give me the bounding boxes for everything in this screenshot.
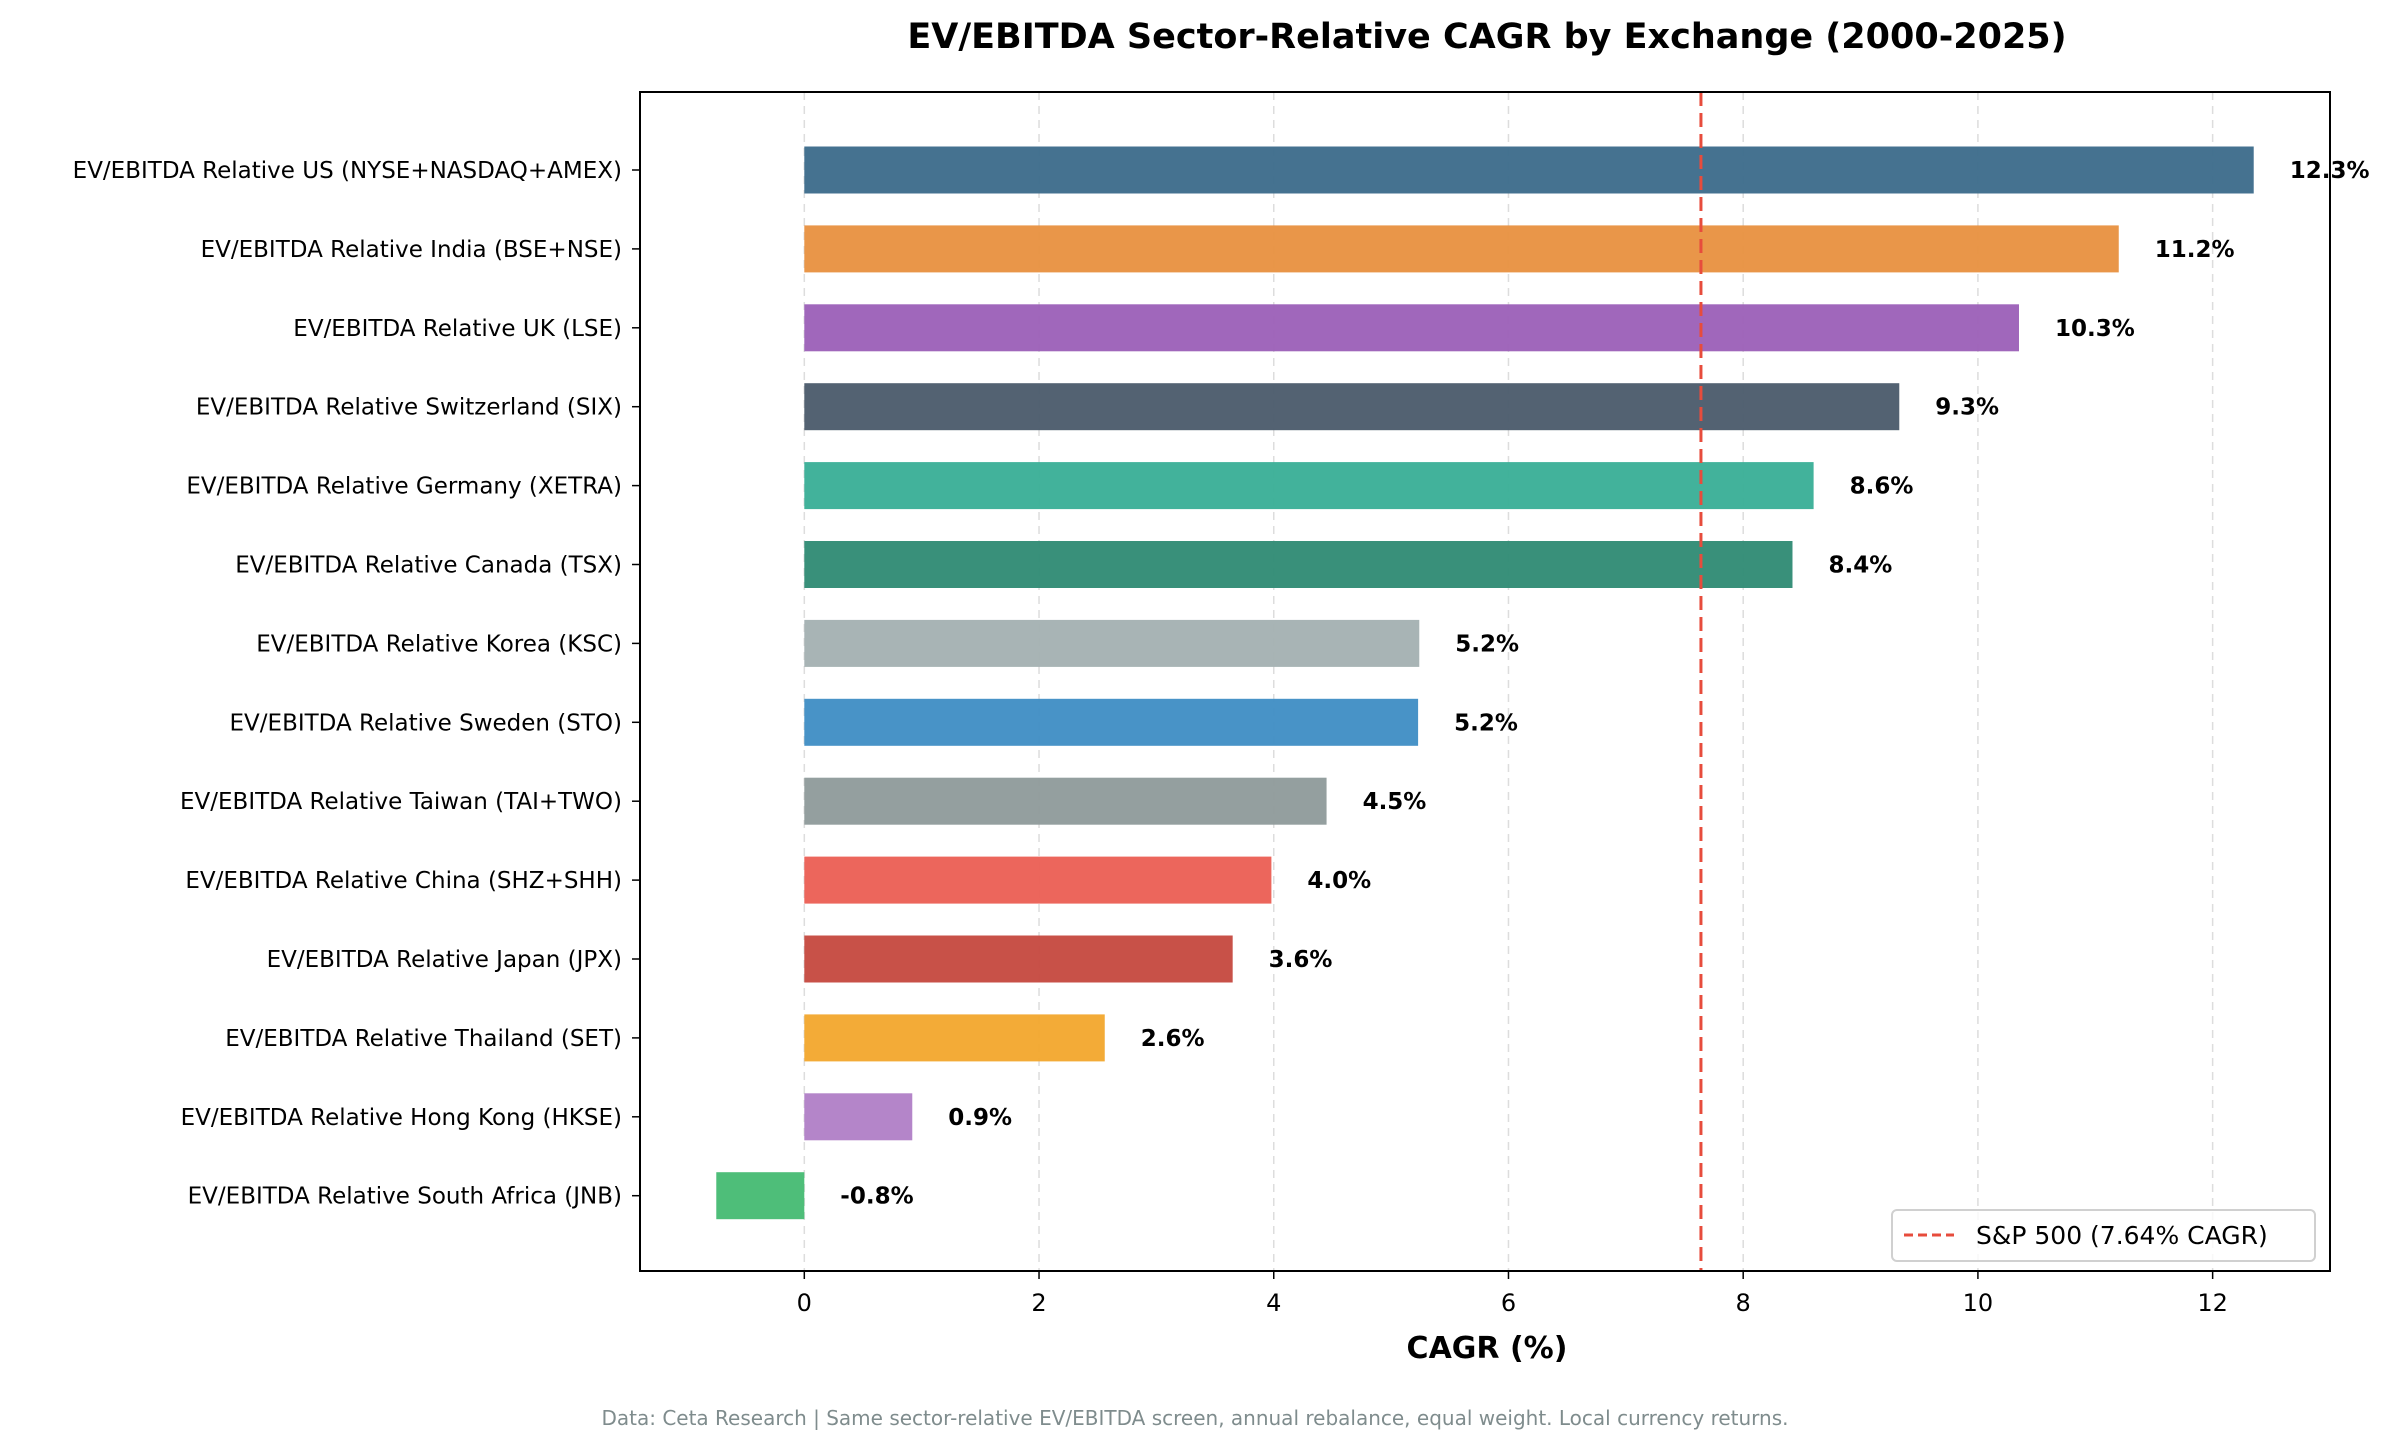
x-tick-label: 10 bbox=[1963, 1289, 1994, 1317]
bar bbox=[804, 225, 2119, 273]
y-tick-label: EV/EBITDA Relative China (SHZ+SHH) bbox=[185, 868, 622, 894]
data-labels: 12.3% 11.2% 10.3% 9.3% 8.6% 8.4% 5.2% 5.2% 4.5% 4… bbox=[840, 158, 2369, 1210]
x-tick-label: 8 bbox=[1736, 1289, 1751, 1317]
bar bbox=[804, 777, 1327, 825]
data-label: 5.2% bbox=[1454, 710, 1518, 736]
data-label: 4.5% bbox=[1363, 789, 1427, 815]
bar bbox=[804, 383, 1900, 431]
y-tick-label: EV/EBITDA Relative Switzerland (SIX) bbox=[196, 395, 622, 421]
bar bbox=[804, 304, 2019, 352]
data-label: 4.0% bbox=[1307, 868, 1371, 894]
y-tick-label: EV/EBITDA Relative Hong Kong (HKSE) bbox=[181, 1105, 622, 1131]
y-tick-labels: EV/EBITDA Relative US (NYSE+NASDAQ+AMEX)… bbox=[73, 158, 640, 1210]
x-axis-label: CAGR (%) bbox=[1407, 1331, 1568, 1366]
data-label: 11.2% bbox=[2155, 237, 2235, 263]
y-tick-label: EV/EBITDA Relative India (BSE+NSE) bbox=[201, 237, 622, 263]
plot-frame bbox=[639, 91, 2331, 1272]
bars bbox=[716, 146, 2254, 1220]
legend: S&P 500 (7.64% CAGR) bbox=[1891, 1209, 2316, 1262]
bar bbox=[804, 462, 1814, 510]
bar bbox=[804, 856, 1272, 904]
bar bbox=[804, 698, 1419, 746]
legend-box bbox=[1891, 1209, 2316, 1262]
y-tick-label: EV/EBITDA Relative Sweden (STO) bbox=[230, 710, 622, 736]
bar bbox=[804, 1093, 913, 1141]
x-tick-label: 2 bbox=[1031, 1289, 1046, 1317]
chart-title: EV/EBITDA Sector-Relative CAGR by Exchan… bbox=[907, 17, 2066, 57]
x-tick-labels: 0 2 4 6 8 10 12 bbox=[797, 1271, 2228, 1317]
data-label: 9.3% bbox=[1935, 395, 1999, 421]
data-label: 0.9% bbox=[948, 1105, 1012, 1131]
footnote: Data: Ceta Research | Same sector-relati… bbox=[601, 1406, 1788, 1430]
data-label: 8.4% bbox=[1828, 553, 1892, 579]
data-label: 3.6% bbox=[1269, 947, 1333, 973]
x-tick-label: 0 bbox=[797, 1289, 812, 1317]
x-tick-label: 12 bbox=[2197, 1289, 2228, 1317]
data-label: 8.6% bbox=[1850, 474, 1914, 500]
y-tick-label: EV/EBITDA Relative Taiwan (TAI+TWO) bbox=[180, 789, 622, 815]
bar bbox=[804, 541, 1793, 588]
y-tick-label: EV/EBITDA Relative Germany (XETRA) bbox=[186, 474, 622, 500]
y-tick-label: EV/EBITDA Relative Canada (TSX) bbox=[235, 553, 622, 579]
y-tick-label: EV/EBITDA Relative UK (LSE) bbox=[293, 316, 622, 342]
data-label: 2.6% bbox=[1141, 1026, 1205, 1052]
y-tick-label: EV/EBITDA Relative US (NYSE+NASDAQ+AMEX) bbox=[73, 158, 622, 184]
bar bbox=[804, 935, 1233, 983]
grid-lines bbox=[803, 92, 2214, 1271]
x-tick-label: 6 bbox=[1501, 1289, 1516, 1317]
x-tick-label: 4 bbox=[1266, 1289, 1281, 1317]
y-tick-label: EV/EBITDA Relative Japan (JPX) bbox=[267, 947, 622, 973]
data-label: -0.8% bbox=[840, 1184, 913, 1210]
bar bbox=[804, 1014, 1105, 1062]
data-label: 5.2% bbox=[1455, 631, 1519, 657]
y-tick-label: EV/EBITDA Relative South Africa (JNB) bbox=[188, 1184, 622, 1210]
legend-label: S&P 500 (7.64% CAGR) bbox=[1976, 1221, 2268, 1250]
bar bbox=[716, 1172, 805, 1220]
y-tick-label: EV/EBITDA Relative Korea (KSC) bbox=[256, 631, 622, 657]
bar bbox=[804, 146, 2254, 194]
data-label: 10.3% bbox=[2055, 316, 2135, 342]
y-tick-label: EV/EBITDA Relative Thailand (SET) bbox=[225, 1026, 622, 1052]
data-label: 12.3% bbox=[2290, 158, 2370, 184]
bar bbox=[804, 619, 1420, 667]
